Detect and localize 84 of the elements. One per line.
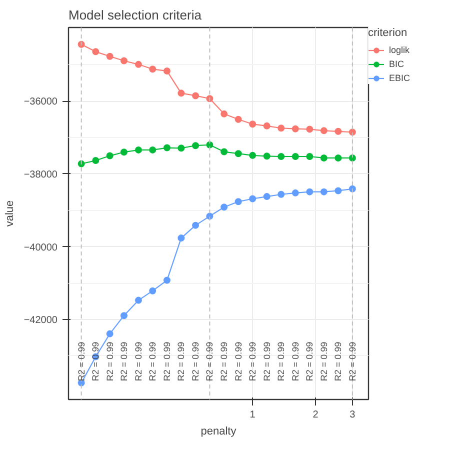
- annotation: R2 = 0.99: [233, 342, 244, 382]
- point: [178, 144, 185, 152]
- legend-label: BIC: [389, 59, 406, 69]
- point: [220, 148, 228, 156]
- annotation: R2 = 0.99: [290, 342, 300, 382]
- point: [134, 296, 142, 304]
- point: [120, 312, 128, 320]
- point: [163, 276, 170, 284]
- annotation: R2 = 0.99: [204, 342, 215, 382]
- point: [263, 152, 270, 160]
- annotation: R2 = 0.99: [318, 342, 329, 382]
- point: [320, 154, 328, 162]
- point: [106, 52, 114, 60]
- point: [163, 144, 170, 152]
- point: [178, 234, 185, 242]
- annotation: R2 = 0.99: [176, 342, 186, 382]
- point: [292, 125, 299, 132]
- point: [220, 204, 228, 211]
- point: [306, 126, 314, 133]
- point: [263, 193, 270, 200]
- point: [278, 190, 285, 198]
- point: [163, 67, 170, 74]
- point: [249, 152, 256, 159]
- annotation: R2 = 0.99: [347, 342, 358, 382]
- legend-title: criterion: [368, 27, 408, 39]
- point: [120, 57, 128, 64]
- annotation: R2 = 0.99: [276, 342, 286, 382]
- point: [249, 195, 256, 202]
- point: [278, 124, 285, 132]
- point: [334, 154, 342, 162]
- annotation: R2 = 0.99: [90, 342, 101, 382]
- point: [92, 157, 100, 164]
- annotation: R2 = 0.99: [219, 342, 230, 382]
- point: [192, 222, 200, 229]
- point: [220, 110, 228, 118]
- point: [249, 120, 256, 128]
- legend-label: loglik: [389, 45, 410, 55]
- y-tick-label: −38000: [24, 169, 58, 180]
- annotation: R2 = 0.99: [162, 342, 172, 382]
- point: [149, 66, 156, 73]
- point: [92, 48, 100, 56]
- annotation: R2 = 0.99: [248, 342, 258, 382]
- x-axis-title: penalty: [200, 426, 237, 438]
- point: [278, 153, 285, 160]
- x-tick-label: 3: [350, 410, 356, 420]
- legend-label: EBIC: [389, 73, 410, 83]
- point: [192, 142, 200, 150]
- point: [149, 146, 156, 154]
- point: [263, 122, 270, 130]
- chart-title: Model selection criteria: [68, 8, 202, 22]
- y-tick-label: −36000: [24, 96, 58, 108]
- x-tick-label: 2: [312, 410, 319, 420]
- point: [178, 90, 185, 97]
- point: [334, 128, 342, 135]
- annotation: R2 = 0.99: [76, 342, 86, 382]
- point: [234, 150, 242, 158]
- annotation: R2 = 0.99: [133, 342, 144, 382]
- point: [292, 189, 299, 196]
- point: [192, 92, 200, 100]
- point: [106, 152, 114, 160]
- annotation: R2 = 0.99: [148, 342, 158, 382]
- x-tick-label: 1: [250, 410, 256, 420]
- point: [106, 330, 114, 338]
- annotation: R2 = 0.99: [304, 342, 315, 382]
- annotation: R2 = 0.99: [118, 342, 129, 382]
- point: [334, 187, 342, 194]
- point: [292, 153, 299, 160]
- point: [134, 146, 142, 154]
- y-tick-label: −40000: [24, 242, 58, 254]
- point: [306, 188, 314, 196]
- annotation: R2 = 0.99: [262, 342, 272, 382]
- point: [120, 148, 128, 156]
- annotation: R2 = 0.99: [104, 342, 115, 382]
- annotation: R2 = 0.99: [333, 342, 344, 382]
- point: [320, 127, 328, 134]
- point: [149, 287, 156, 294]
- point: [320, 188, 328, 196]
- y-axis-title: value: [4, 200, 16, 227]
- y-tick-label: −42000: [24, 315, 58, 326]
- point: [306, 153, 314, 160]
- point: [234, 198, 242, 206]
- point: [234, 116, 242, 123]
- point: [134, 60, 142, 68]
- annotation: R2 = 0.99: [190, 342, 201, 382]
